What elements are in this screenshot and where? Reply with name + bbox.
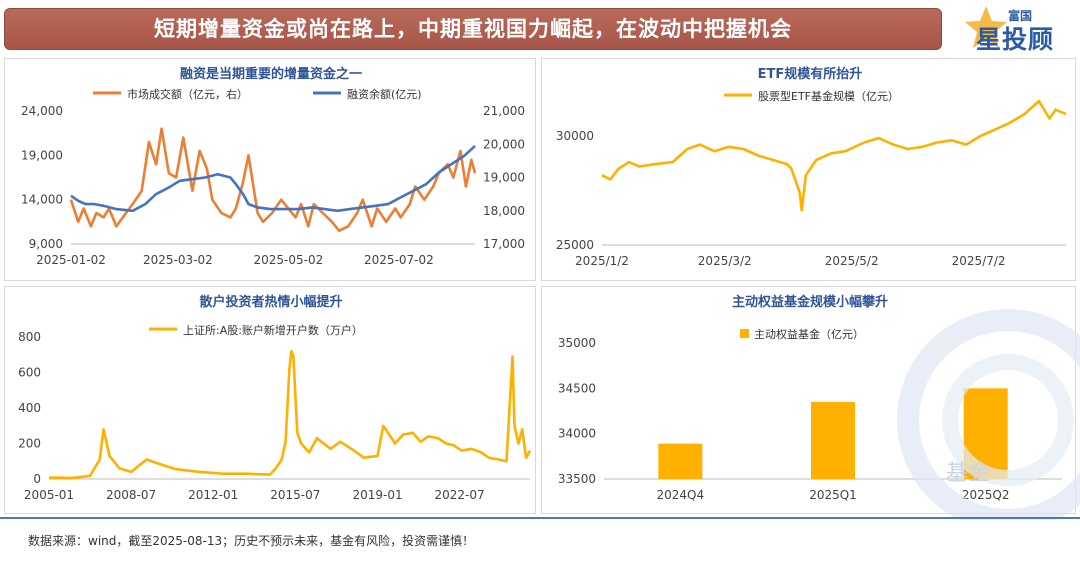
logo-top-text: 富国 [1008, 9, 1033, 23]
x-tick-label: 2019-01 [352, 488, 402, 502]
y-tick-label: 0 [33, 472, 41, 486]
x-tick-label: 2015-07 [270, 488, 320, 502]
watermark-logo-icon: 基金 [897, 309, 1080, 520]
y-tick-label: 200 [18, 437, 41, 451]
chart-title: 主动权益基金规模小幅攀升 [732, 294, 888, 310]
series-line-new-accounts [48, 349, 532, 480]
x-tick-label: 2025-05-02 [254, 253, 324, 267]
x-tick-label: 2008-07 [106, 488, 156, 502]
y-right-tick-label: 17,000 [483, 237, 525, 251]
legend-swatch [740, 329, 749, 338]
panel-retail-accounts: 散户投资者热情小幅提升上证所:A股:账户新增开户数（万户） 0 200 400 600 8… [4, 286, 536, 514]
bar-2024Q4 [658, 443, 703, 479]
y-tick-label: 400 [18, 401, 41, 415]
x-tick-label: 2012-01 [188, 488, 238, 502]
y-right-tick-label: 18,000 [483, 204, 525, 218]
x-tick-label: 2025/5/2 [825, 254, 879, 268]
y-right-tick-label: 21,000 [483, 104, 525, 118]
y-tick-label: 35000 [558, 336, 596, 350]
y-left-tick-label: 24,000 [21, 104, 63, 118]
panel-etf-scale: ETF规模有所抬升股票型ETF基金规模（亿元） 25000 30000 2025/1/… [541, 58, 1076, 281]
panel-margin-financing: 融资是当期重要的增量资金之一市场成交额（亿元，右） 融资余额(亿元) 9,000 14… [4, 58, 536, 281]
star-logo-icon [965, 6, 1007, 48]
legend-label: 上证所:A股:账户新增开户数（万户） [183, 323, 363, 337]
y-tick-label: 34500 [558, 381, 596, 395]
x-tick-label: 2025-03-02 [143, 253, 213, 267]
y-tick-label: 30000 [556, 129, 594, 143]
banner-title: 短期增量资金或尚在路上，中期重视国力崛起，在波动中把握机会 [154, 17, 792, 41]
y-tick-label: 800 [18, 330, 41, 344]
y-tick-label: 34000 [558, 427, 596, 441]
series-line-etf [601, 99, 1067, 212]
chart-title: 融资是当期重要的增量资金之一 [180, 66, 362, 82]
footer-note: 数据来源：wind，截至2025-08-13；历史不预示未来，基金有风险，投资需… [28, 534, 475, 548]
footer-divider [0, 517, 1080, 519]
y-tick-label: 33500 [558, 472, 596, 486]
watermark-text: 基金 [946, 461, 990, 486]
y-tick-label: 25000 [556, 238, 594, 252]
y-left-tick-label: 9,000 [29, 237, 63, 251]
y-tick-label: 600 [18, 366, 41, 380]
chart-title: ETF规模有所抬升 [758, 66, 863, 82]
x-tick-label: 2025-01-02 [36, 253, 106, 267]
x-tick-label: 2025/3/2 [698, 254, 752, 268]
legend-label: 市场成交额（亿元，右） [127, 87, 248, 101]
x-tick-label: 2025/1/2 [575, 254, 629, 268]
chart-title: 散户投资者热情小幅提升 [199, 294, 342, 310]
y-left-tick-label: 14,000 [21, 193, 63, 207]
logo-main-text: 星投顾 [976, 25, 1055, 54]
x-tick-label: 2025Q1 [809, 488, 857, 502]
y-right-tick-label: 20,000 [483, 137, 525, 151]
x-tick-label: 2025/7/2 [952, 254, 1006, 268]
x-tick-label: 2022-07 [435, 488, 485, 502]
x-tick-label: 2025Q2 [962, 488, 1010, 502]
series-line-margin-balance [70, 144, 476, 213]
series-line-turnover [69, 127, 477, 232]
legend-label: 主动权益基金（亿元） [754, 327, 864, 341]
bar-2025Q1 [811, 401, 855, 479]
x-tick-label: 2005-01 [24, 488, 74, 502]
y-left-tick-label: 19,000 [21, 148, 63, 162]
header-banner: 短期增量资金或尚在路上，中期重视国力崛起，在波动中把握机会 [4, 8, 942, 50]
y-right-tick-label: 19,000 [483, 171, 525, 185]
x-tick-label: 2025-07-02 [364, 253, 434, 267]
logo: 富国 星投顾 [962, 4, 1074, 54]
legend-label: 融资余额(亿元) [347, 87, 422, 101]
x-tick-label: 2024Q4 [657, 488, 705, 502]
legend-label: 股票型ETF基金规模（亿元） [758, 89, 899, 103]
